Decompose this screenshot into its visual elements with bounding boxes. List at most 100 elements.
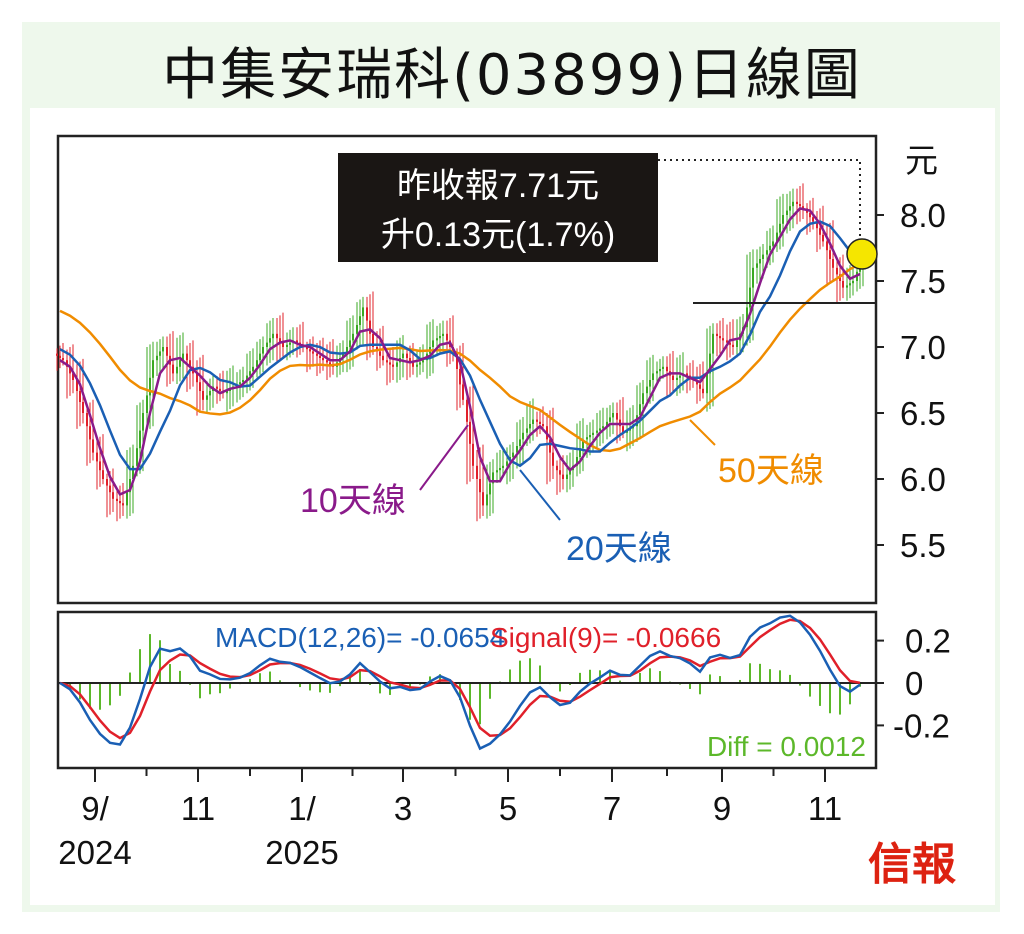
candle — [209, 391, 211, 396]
candle — [709, 353, 711, 374]
ma10-line — [59, 207, 861, 496]
candle — [766, 250, 768, 255]
candle — [776, 232, 778, 242]
candle — [79, 391, 81, 402]
annotation-box — [338, 153, 658, 262]
candle — [659, 369, 661, 372]
candle — [519, 439, 521, 446]
candle — [706, 373, 708, 394]
candle — [756, 263, 758, 268]
candle — [116, 498, 118, 501]
candle — [672, 375, 674, 380]
ma20-label: 20天線 — [566, 530, 672, 568]
candle — [112, 492, 114, 499]
ma20-pointer — [519, 469, 561, 521]
candle — [556, 465, 558, 471]
candle — [476, 465, 478, 479]
candle — [319, 355, 321, 358]
candle — [219, 388, 221, 391]
candle — [716, 333, 718, 336]
candle — [482, 492, 484, 506]
candle — [459, 369, 461, 385]
candle — [346, 347, 348, 354]
candle — [752, 267, 754, 288]
candle — [76, 380, 78, 391]
candle — [472, 443, 474, 466]
candle — [176, 366, 178, 374]
y-tick-label: 7.0 — [900, 329, 946, 366]
candle — [409, 358, 411, 363]
candle — [496, 470, 498, 473]
candle — [686, 373, 688, 376]
candle — [736, 340, 738, 347]
candle — [522, 432, 524, 440]
candle — [602, 426, 604, 429]
candle — [142, 413, 144, 431]
candle — [59, 355, 61, 358]
candle — [506, 461, 508, 466]
signal-legend: Signal(9)= -0.0666 — [490, 622, 721, 653]
candle — [552, 452, 554, 466]
candle — [306, 347, 308, 350]
candle — [359, 316, 361, 325]
x-tick-label: 11 — [181, 790, 215, 827]
candle — [362, 307, 364, 317]
candle — [829, 250, 831, 259]
candle — [436, 338, 438, 341]
candle — [852, 281, 854, 284]
macd-y-tick-label: -0.2 — [893, 707, 950, 744]
candle — [289, 342, 291, 345]
candle — [836, 267, 838, 275]
candle — [729, 342, 731, 345]
candle — [269, 338, 271, 343]
y-tick-label: 8.0 — [900, 197, 946, 234]
candle — [786, 210, 788, 215]
candle — [139, 430, 141, 449]
candle — [516, 446, 518, 453]
candle — [529, 424, 531, 429]
candle — [526, 428, 528, 433]
candle — [282, 342, 284, 347]
candle — [392, 364, 394, 367]
y-tick-label: 7.5 — [900, 263, 946, 300]
candle — [82, 402, 84, 413]
candle — [846, 285, 848, 288]
candle — [372, 333, 374, 347]
candle — [422, 360, 424, 363]
candle — [389, 362, 391, 365]
chart-title: 中集安瑞科(03899)日線圖 — [162, 43, 862, 108]
candle — [179, 360, 181, 367]
candle — [162, 347, 164, 352]
candle — [486, 494, 488, 506]
x-tick-label: 7 — [603, 790, 621, 827]
candle — [196, 373, 198, 383]
candle — [832, 259, 834, 268]
candle — [216, 386, 218, 389]
x-tick-label: 5 — [499, 790, 517, 827]
candle — [819, 228, 821, 235]
y-axis-unit: 元 — [905, 142, 938, 179]
candle — [119, 501, 121, 504]
candle — [442, 333, 444, 336]
candle — [349, 340, 351, 347]
candle — [779, 223, 781, 233]
annotation-leader — [658, 159, 861, 250]
candle — [812, 217, 814, 222]
macd-y-tick-label: 0.2 — [905, 623, 951, 660]
candle — [402, 353, 404, 358]
candle — [532, 419, 534, 424]
y-tick-label: 6.0 — [900, 461, 946, 498]
macd-line — [59, 614, 861, 751]
candle — [129, 479, 131, 493]
candle — [92, 439, 94, 453]
candle — [726, 340, 728, 343]
candle — [316, 353, 318, 356]
candle — [106, 479, 108, 486]
candle — [762, 254, 764, 259]
candle — [352, 333, 354, 341]
candle — [642, 393, 644, 405]
candle — [656, 371, 658, 374]
candle — [502, 465, 504, 468]
